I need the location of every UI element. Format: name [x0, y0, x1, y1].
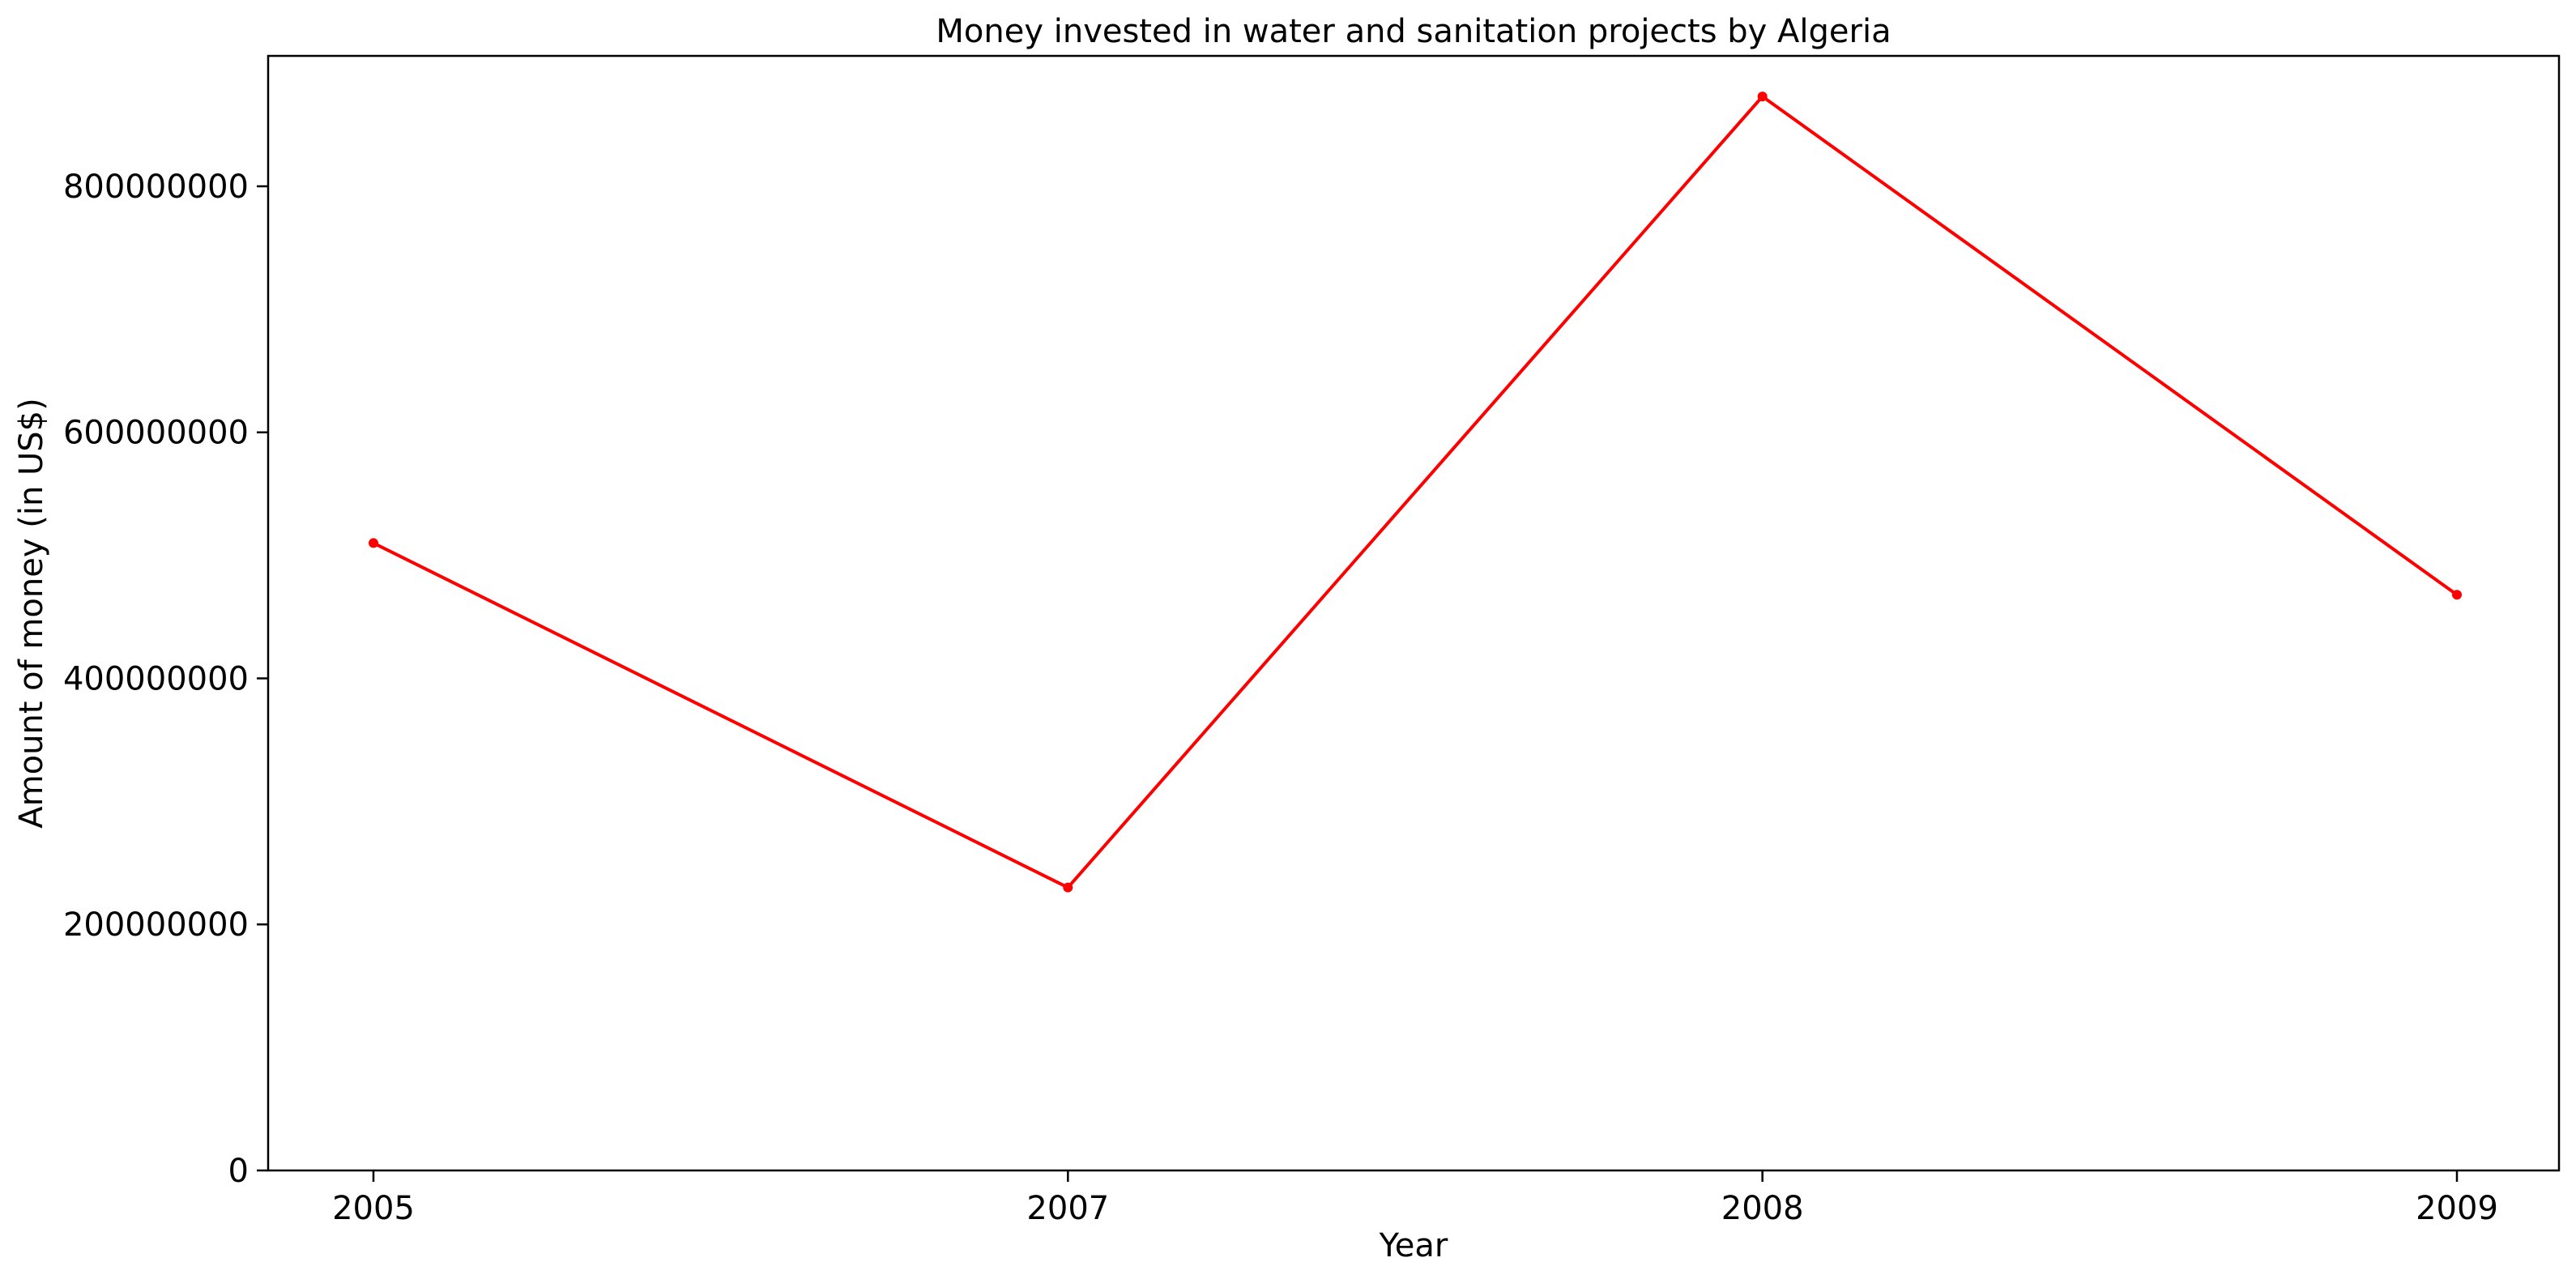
chart-title: Money invested in water and sanitation p…	[936, 13, 1891, 50]
plot-frame	[267, 54, 2561, 1172]
x-tick-label: 2009	[2416, 1190, 2498, 1227]
x-axis-label: Year	[1379, 1227, 1448, 1264]
y-tick-label: 600000000	[63, 415, 249, 452]
y-tick-label: 800000000	[63, 168, 249, 206]
x-axis-ticks: 2005 2007 2008 2009	[332, 1170, 2498, 1227]
data-point	[369, 538, 378, 548]
y-tick-label: 200000000	[63, 906, 249, 944]
data-point	[2452, 590, 2462, 600]
y-axis-label: Amount of money (in US$)	[13, 398, 50, 828]
data-point	[1757, 92, 1768, 102]
x-tick-label: 2005	[332, 1190, 415, 1227]
y-tick-label: 400000000	[63, 660, 249, 697]
y-axis-ticks: 0 200000000 400000000 600000000 800000000	[63, 168, 268, 1190]
x-tick-label: 2008	[1721, 1190, 1804, 1227]
y-tick-label: 0	[228, 1153, 249, 1190]
x-tick-label: 2007	[1026, 1190, 1109, 1227]
series-layer	[369, 92, 2462, 893]
data-point	[1063, 882, 1073, 893]
series-line	[373, 95, 2459, 889]
